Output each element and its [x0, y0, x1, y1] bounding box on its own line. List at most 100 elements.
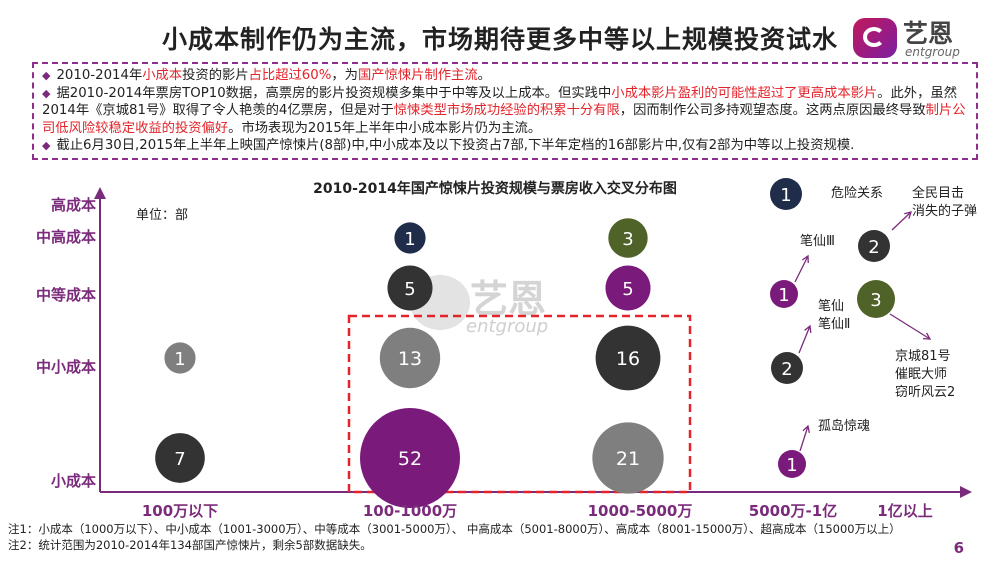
- y-label-small-mid: 中小成本: [35, 358, 96, 376]
- side-bubble: [857, 280, 895, 318]
- x-label-4: 1亿以上: [877, 502, 933, 520]
- side-bubble: [770, 280, 798, 308]
- pointer-line: [799, 425, 809, 452]
- highlight-text: 惊悚类型市场成功经验的积累十分有限: [393, 103, 620, 118]
- bullet-text: ，因而制作公司多持观望态度。这两点原因最终导致: [619, 103, 926, 118]
- pointer-arrow-icon: [804, 324, 812, 334]
- bullet-item: ◆ 2010-2014年小成本投资的影片占比超过60%，为国产惊悚片制作主流。: [42, 67, 968, 85]
- pointer-arrow-icon: [801, 254, 809, 264]
- highlight-text: 小成本: [142, 68, 183, 83]
- bullet-text: 。此外，虽然2014年《京城81号》取得了令人艳羡的4亿票房，但是对于: [42, 85, 957, 119]
- page-number: 6: [953, 539, 964, 557]
- x-label-3: 5000万-1亿: [748, 502, 838, 520]
- film-label: 全民目击 消失的子弹: [912, 185, 977, 221]
- film-name: 全民目击: [912, 186, 965, 201]
- diamond-icon: ◆: [42, 139, 51, 152]
- y-label-high: 高成本: [50, 196, 96, 214]
- chart-unit: 单位：部: [136, 208, 189, 223]
- bubble-value: 5: [404, 279, 415, 300]
- side-bubble-value: 1: [780, 185, 791, 206]
- film-name: 笔仙: [818, 299, 845, 314]
- side-bubble: [858, 230, 890, 262]
- bubble: [595, 325, 661, 391]
- pointer-line: [794, 255, 809, 283]
- bubble: [605, 265, 651, 311]
- film-name: 笔仙Ⅲ: [800, 234, 835, 249]
- highlight-text: 制片公司低风险较稳定收益的投资偏好: [42, 103, 966, 136]
- side-bubble: [771, 352, 803, 384]
- bubble: [608, 218, 648, 258]
- bubble-value: 1: [404, 229, 415, 250]
- bullet-text: 2010-2014年: [56, 68, 143, 83]
- bubble-value: 3: [622, 229, 633, 250]
- highlight-text: 小成本影片盈利的可能性超过了更高成本影片: [611, 85, 878, 101]
- bubble: [360, 408, 460, 508]
- side-bubble-value: 1: [778, 285, 789, 306]
- film-label: 笔仙笔仙Ⅱ: [818, 298, 850, 334]
- film-label: 危险关系: [831, 185, 883, 203]
- diamond-icon: ◆: [42, 69, 51, 82]
- film-label: 孤岛惊魂: [818, 418, 870, 436]
- logo-cn-text: 艺恩: [903, 19, 954, 48]
- logo-en-text: entgroup: [905, 45, 960, 59]
- film-label: 京城81号催眠大师窃听风云2: [895, 348, 955, 402]
- bullet-text: 投资的影片: [182, 68, 249, 83]
- x-label-0: 100万以下: [141, 502, 219, 520]
- entgroup-logo: 艺恩 entgroup: [853, 14, 978, 64]
- watermark-cn: 艺恩: [470, 277, 547, 321]
- pointer-arrow-icon: [802, 424, 810, 433]
- watermark-en: entgroup: [466, 316, 549, 337]
- bubble: [387, 265, 433, 311]
- film-name: 窃听风云2: [895, 385, 956, 400]
- film-name: 催眠大师: [895, 367, 948, 382]
- film-name: 孤岛惊魂: [818, 419, 871, 434]
- bubble-value: 5: [622, 279, 633, 300]
- film-name: 笔仙Ⅱ: [818, 317, 851, 332]
- footnotes: 注1：小成本（1000万以下）、中小成本（1001-3000万）、中等成本（30…: [8, 521, 901, 553]
- x-label-1: 100-1000万: [362, 502, 458, 520]
- bullet-text: 。: [477, 68, 491, 83]
- bubble-value: 13: [398, 348, 422, 370]
- side-bubble: [770, 178, 802, 210]
- side-bubble: [778, 450, 806, 478]
- footnote-2: 注2：统计范围为2010-2014年134部国产惊悚片，剩余5部数据缺失。: [8, 538, 372, 552]
- footnote-1: 注1：小成本（1000万以下）、中小成本（1001-3000万）、中等成本（30…: [8, 522, 901, 536]
- logo-e-icon: [853, 18, 897, 58]
- x-label-2: 1000-5000万: [587, 502, 693, 520]
- film-name: 京城81号: [895, 349, 951, 364]
- bullet-text: ，为: [331, 68, 358, 83]
- highlight-text: 国产惊悚片制作主流: [357, 68, 478, 83]
- bullet-item: ◆ 据2010-2014年票房TOP10数据，高票房的影片投资规模多集中于中等及以…: [42, 85, 968, 138]
- bullet-text: 截止6月30日,2015年上半年上映国产惊悚片(8部)中,中小成本及以下投资占7…: [56, 138, 855, 153]
- bubble: [379, 327, 441, 389]
- bubble: [164, 342, 196, 374]
- bubble-value: 21: [616, 448, 640, 470]
- film-name: 消失的子弹: [912, 204, 978, 219]
- film-name: 危险关系: [831, 186, 884, 201]
- page-title: 小成本制作仍为主流，市场期待更多中等以上规模投资试水: [161, 25, 838, 54]
- bullet-item: ◆ 截止6月30日,2015年上半年上映国产惊悚片(8部)中,中小成本及以下投资占…: [42, 137, 968, 155]
- side-bubble-value: 2: [868, 237, 879, 258]
- y-label-mid-high: 中高成本: [35, 228, 96, 246]
- bubble-value: 7: [174, 449, 185, 470]
- bullet-text: 据2010-2014年票房TOP10数据，高票房的影片投资规模多集中于中等及以上…: [56, 85, 612, 101]
- bubble: [155, 433, 205, 483]
- side-bubble-value: 3: [870, 290, 881, 311]
- pointer-arrow-icon: [904, 211, 912, 219]
- side-bubble-value: 2: [781, 359, 792, 380]
- bubble-value: 52: [398, 448, 422, 470]
- y-label-small: 小成本: [50, 472, 96, 490]
- pointer-line: [798, 325, 811, 354]
- pointer-arrow-icon: [922, 332, 932, 340]
- pointer-line: [889, 313, 931, 340]
- bubble: [592, 422, 664, 494]
- bubble: [394, 222, 426, 254]
- chart-title: 2010-2014年国产惊悚片投资规模与票房收入交叉分布图: [313, 181, 677, 197]
- highlight-text: 占比超过60%: [248, 68, 332, 83]
- y-label-mid: 中等成本: [35, 286, 96, 304]
- summary-box: ◆ 2010-2014年小成本投资的影片占比超过60%，为国产惊悚片制作主流。 ◆…: [32, 62, 978, 160]
- film-label: 笔仙Ⅲ: [800, 233, 835, 251]
- bullet-text: 。市场表现为2015年上半年中小成本影片仍为主流。: [228, 120, 542, 136]
- x-axis-arrow-icon: [960, 486, 972, 498]
